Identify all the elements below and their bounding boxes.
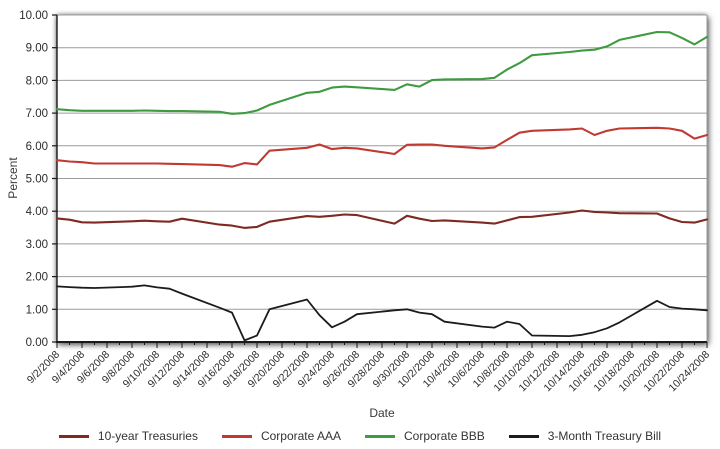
x-axis-tick-labels: 9/2/20089/4/20089/6/20089/8/20089/10/200… [25,342,712,394]
legend-swatch [221,434,252,438]
legend-label: Corporate AAA [260,429,341,443]
y-tick-label: 0.00 [26,337,48,349]
y-tick-label: 9.00 [26,43,48,55]
series-line-corporate-aaa [55,126,709,168]
legend-swatch [58,434,89,438]
y-tick-label: 8.00 [26,75,48,87]
gridlines [57,14,708,342]
legend-swatch [508,434,539,438]
y-axis-tick-labels: 0.00 1.00 2.00 3.00 4.00 5.00 6.00 7.00 8.00 9.00… [19,10,57,349]
x-axis-title: Date [369,406,395,420]
legend-item-corporate-bbb: Corporate BBB [365,429,485,443]
y-tick-label: 10.00 [19,10,48,22]
series-lines [55,30,709,342]
series-line-corporate-bbb [55,30,709,115]
y-tick-label: 7.00 [26,108,48,120]
legend-item-3-month-treasury-bill: 3-Month Treasury Bill [508,429,662,443]
y-tick-label: 5.00 [26,174,48,186]
legend-label: Corporate BBB [404,429,485,443]
y-tick-label: 2.00 [26,272,48,284]
series-line-3-month-treasury-bill [56,284,708,342]
y-tick-label: 6.00 [26,141,48,153]
legend: 10-year Treasuries Corporate AAA Corporate… [0,429,720,443]
legend-item-corporate-aaa: Corporate AAA [221,429,341,443]
legend-label: 10-year Treasuries [97,429,198,443]
y-tick-label: 1.00 [26,304,48,316]
y-tick-label: 3.00 [26,239,48,251]
legend-label: 3-Month Treasury Bill [547,429,662,443]
legend-swatch [365,434,395,438]
y-tick-label: 4.00 [26,206,48,218]
y-axis-title: Percent [6,157,20,199]
series-line-10-year-treasuries [55,209,709,229]
legend-item-10-year-treasuries: 10-year Treasuries [58,429,198,443]
